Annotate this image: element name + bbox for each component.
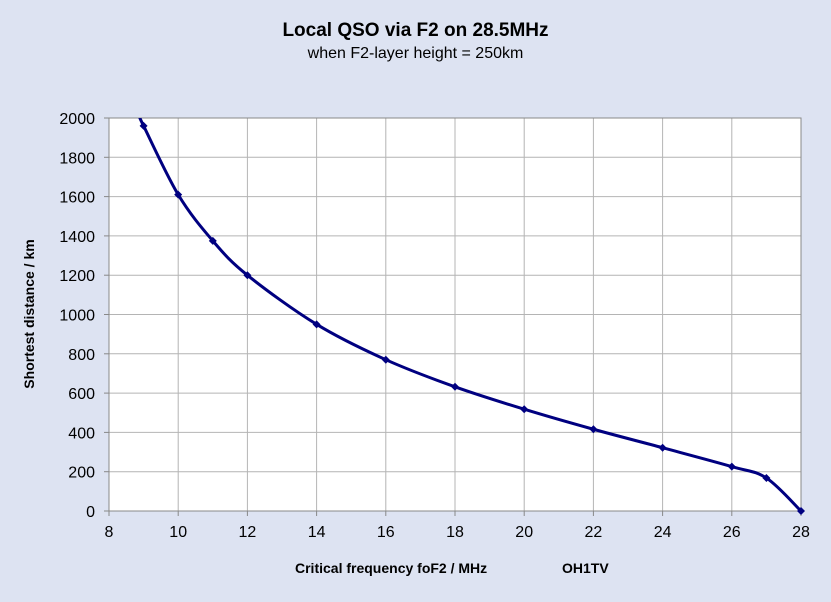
x-tick-label: 8: [105, 524, 114, 541]
data-point: [312, 320, 321, 329]
x-axis-label: Critical frequency foF2 / MHz: [295, 560, 488, 576]
x-tick-label: 10: [169, 524, 187, 541]
credit-label: OH1TV: [562, 560, 609, 576]
x-tick-label: 14: [308, 524, 326, 541]
x-tick-label: 16: [377, 524, 395, 541]
y-tick-label: 1600: [59, 190, 95, 207]
y-tick-label: 1000: [59, 308, 95, 325]
y-tick-label: 800: [68, 347, 95, 364]
x-tick-label: 18: [446, 524, 464, 541]
chart-subtitle: when F2-layer height = 250km: [307, 45, 524, 62]
data-point: [520, 405, 529, 414]
data-point: [589, 425, 598, 434]
data-point: [243, 271, 252, 280]
data-point: [658, 443, 667, 452]
chart-title: Local QSO via F2 on 28.5MHz: [282, 20, 549, 41]
y-tick-label: 1400: [59, 229, 95, 246]
x-tick-label: 12: [239, 524, 257, 541]
x-tick-label: 28: [792, 524, 810, 541]
data-point: [727, 462, 736, 471]
y-tick-label: 1200: [59, 268, 95, 285]
y-tick-label: 200: [68, 465, 95, 482]
y-tick-label: 0: [86, 504, 95, 521]
data-point: [381, 355, 390, 364]
y-tick-label: 1800: [59, 150, 95, 167]
data-point: [762, 473, 771, 482]
data-point: [451, 382, 459, 391]
series-line: [138, 118, 801, 511]
x-tick-label: 24: [654, 524, 672, 541]
x-tick-label: 26: [723, 524, 741, 541]
y-axis-label: Shortest distance / km: [21, 239, 37, 389]
y-tick-label: 2000: [59, 111, 95, 128]
y-tick-label: 400: [68, 425, 95, 442]
data-point: [174, 190, 183, 199]
data-point: [139, 121, 148, 130]
data-point: [208, 236, 217, 245]
x-tick-label: 22: [585, 524, 603, 541]
plot-border: [108, 117, 802, 512]
data-point: [797, 507, 805, 515]
x-tick-label: 20: [515, 524, 533, 541]
y-tick-label: 600: [68, 386, 95, 403]
